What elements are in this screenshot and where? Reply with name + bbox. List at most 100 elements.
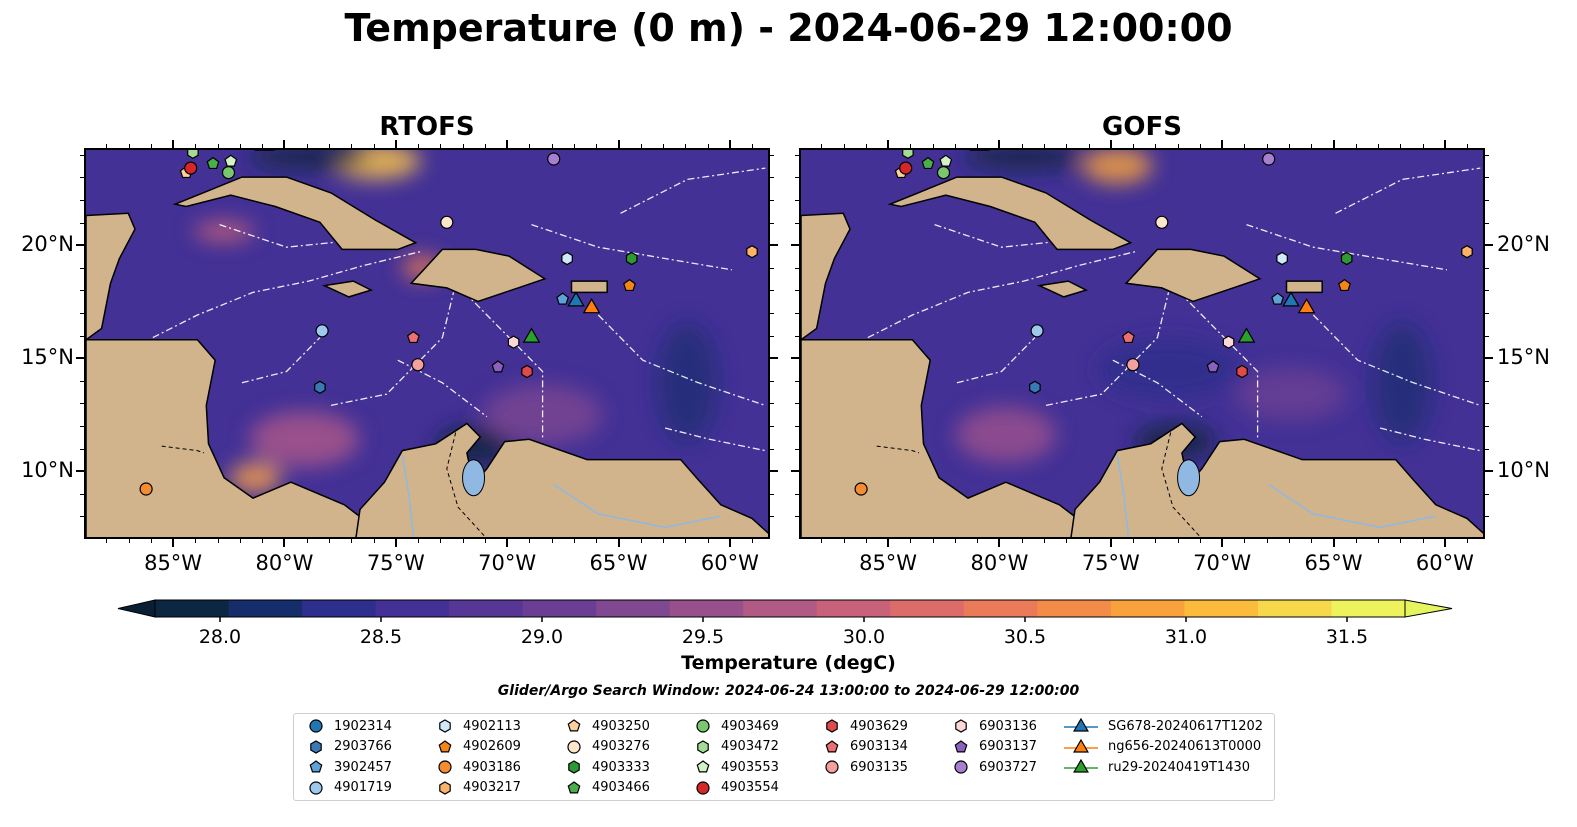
eez-boundary — [956, 337, 1036, 384]
minor-tick — [262, 539, 264, 543]
lon-tick-label: 75°W — [1081, 551, 1140, 575]
argo-float-4902609 — [623, 278, 636, 292]
eez-boundary — [219, 223, 354, 248]
minor-tick — [574, 539, 575, 543]
legend-marker-icon — [1064, 717, 1098, 732]
minor-tick — [596, 539, 598, 543]
minor-tick — [1485, 177, 1489, 179]
colorbar-bin — [302, 600, 377, 617]
eez-boundary — [867, 251, 1136, 339]
lon-tick-label: 80°W — [255, 551, 314, 575]
lat-tick-mark — [1485, 357, 1493, 360]
search-window-note: Glider/Argo Search Window: 2024-06-24 13… — [497, 683, 1080, 699]
panel-title-rtofs: RTOFS — [379, 112, 475, 142]
lon-tick-mark — [1221, 539, 1224, 547]
legend-marker-icon — [955, 719, 967, 733]
argo-float-6903134 — [406, 330, 420, 344]
minor-tick — [1355, 539, 1357, 543]
lake-maracaibo — [1177, 459, 1201, 497]
minor-tick — [80, 380, 84, 382]
minor-tick — [640, 144, 642, 148]
minor-tick — [80, 267, 84, 269]
legend-item-6903134: 6903134 — [824, 738, 908, 756]
minor-tick — [795, 154, 799, 156]
lon-tick-mark — [172, 539, 175, 547]
legend-label: 4903472 — [721, 739, 779, 754]
minor-tick — [843, 539, 845, 543]
argo-float-4903469 — [936, 166, 951, 180]
argo-legend-marker — [697, 739, 709, 754]
minor-tick — [663, 539, 665, 543]
minor-tick — [707, 539, 709, 543]
legend-label: 4903217 — [463, 780, 521, 795]
legend-item-4903276: 4903276 — [566, 738, 650, 756]
map-panel-gofs[interactable] — [799, 148, 1485, 539]
lon-tick-label: 85°W — [859, 551, 918, 575]
minor-tick — [618, 539, 620, 543]
border-line — [446, 432, 487, 537]
legend-item-6903136: 6903136 — [953, 717, 1037, 735]
land-puertorico — [1285, 280, 1323, 294]
minor-tick — [217, 144, 219, 148]
minor-tick — [529, 144, 531, 148]
lat-tick-mark — [76, 470, 84, 473]
legend-label: 4903333 — [592, 759, 650, 775]
argo-float-4903553 — [224, 154, 238, 167]
argo-float-6903135 — [411, 358, 425, 372]
argo-float-4902609 — [1338, 278, 1351, 292]
lon-tick-mark — [506, 539, 509, 547]
legend-item-4903250: 4903250 — [566, 717, 650, 735]
colorbar-bin — [1184, 600, 1259, 617]
argo-float-6903137 — [491, 360, 505, 373]
minor-tick — [128, 144, 130, 148]
minor-tick — [1266, 539, 1268, 543]
legend-marker-icon — [954, 760, 968, 774]
map-panel-rtofs[interactable] — [84, 148, 770, 539]
minor-tick — [173, 539, 175, 543]
minor-tick — [1044, 144, 1045, 148]
minor-tick — [195, 539, 197, 543]
minor-tick — [770, 312, 774, 314]
minor-tick — [770, 448, 774, 450]
minor-tick — [80, 199, 84, 201]
figure-title: Temperature (0 m) - 2024-06-29 12:00:00 — [344, 6, 1233, 50]
minor-tick — [1485, 380, 1489, 382]
minor-tick — [462, 539, 464, 543]
minor-tick — [1222, 144, 1224, 148]
argo-legend-marker — [310, 739, 322, 754]
eez-boundary — [464, 291, 544, 440]
argo-legend-marker — [696, 760, 710, 773]
lat-tick-mark — [770, 357, 778, 360]
legend-marker-icon — [438, 739, 452, 752]
legend-item-1902314: 1902314 — [308, 717, 392, 735]
minor-tick — [770, 403, 774, 405]
minor-tick — [106, 539, 108, 543]
argo-float-4903276 — [1155, 215, 1169, 229]
minor-tick — [770, 267, 774, 269]
legend-label: 1902314 — [334, 718, 392, 734]
glider-ng656-20240613T0000 — [1297, 297, 1316, 314]
eez-boundary — [664, 427, 766, 452]
minor-tick — [1485, 154, 1489, 156]
legend-marker-icon — [826, 719, 838, 733]
colorbar-tick-label: 29.5 — [682, 626, 724, 648]
minor-tick — [329, 144, 330, 148]
minor-tick — [795, 290, 799, 292]
colorbar-bin — [816, 600, 891, 617]
argo-legend-marker — [826, 719, 838, 733]
minor-tick — [795, 516, 799, 518]
argo-float-4903629 — [521, 364, 533, 379]
argo-float-6903134 — [1121, 330, 1135, 344]
argo-float-2903766 — [1029, 380, 1041, 394]
lat-tick-label: 15°N — [21, 345, 74, 370]
eez-boundary — [152, 251, 421, 339]
argo-legend-marker — [696, 719, 710, 733]
minor-tick — [770, 493, 774, 495]
argo-legend-marker — [439, 719, 451, 733]
lon-tick-label: 70°W — [1193, 551, 1252, 575]
lat-tick-mark — [770, 244, 778, 247]
argo-float-6903135 — [1126, 358, 1140, 372]
minor-tick — [1400, 539, 1402, 543]
legend-marker-icon — [825, 760, 839, 774]
border-line — [1161, 432, 1202, 537]
